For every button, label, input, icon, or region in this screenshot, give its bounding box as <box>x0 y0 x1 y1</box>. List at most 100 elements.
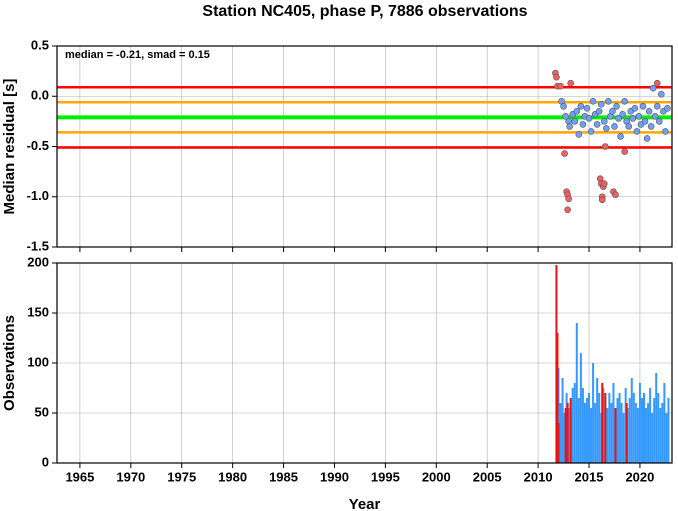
y-tick-label: 0.0 <box>31 88 49 103</box>
point <box>625 123 633 130</box>
point <box>600 118 608 125</box>
bar <box>626 408 629 463</box>
y-tick-label: 50 <box>35 404 49 419</box>
bar <box>638 383 641 463</box>
point <box>603 125 610 132</box>
bar <box>663 383 666 463</box>
point <box>645 108 653 115</box>
bar <box>612 383 615 463</box>
bar <box>647 403 650 463</box>
x-tick-label: 1980 <box>218 469 247 484</box>
bar <box>563 413 566 463</box>
bar <box>573 383 576 463</box>
bar <box>585 398 588 463</box>
point <box>564 206 571 214</box>
bar <box>601 383 604 463</box>
point <box>655 118 663 125</box>
bar <box>565 393 568 463</box>
bar <box>616 398 619 463</box>
point <box>641 118 649 125</box>
bar <box>557 368 560 463</box>
point <box>557 82 564 90</box>
bar <box>581 388 584 463</box>
point <box>647 123 655 130</box>
bar <box>618 393 621 463</box>
bar <box>556 333 559 463</box>
point <box>593 121 601 128</box>
bar <box>622 413 625 463</box>
y-tick-label: -1.5 <box>27 238 49 253</box>
point <box>615 115 622 122</box>
point <box>585 115 593 122</box>
point <box>664 105 671 112</box>
bar <box>594 403 597 463</box>
x-axis-label: Year <box>349 496 381 511</box>
point <box>583 105 591 112</box>
bar <box>604 393 607 463</box>
bar <box>630 378 633 463</box>
point <box>560 103 567 110</box>
bar <box>620 403 623 463</box>
frame <box>56 45 673 248</box>
bar <box>561 378 564 463</box>
bar <box>567 408 570 463</box>
bar <box>606 408 609 463</box>
bar <box>583 403 586 463</box>
bar <box>634 403 637 463</box>
point <box>633 128 641 135</box>
x-tick-label: 2000 <box>422 469 451 484</box>
bar <box>642 393 645 463</box>
bar <box>636 408 639 463</box>
bar <box>571 388 574 463</box>
point <box>573 108 581 115</box>
bar <box>569 398 572 463</box>
point <box>612 191 619 199</box>
bar <box>557 423 560 463</box>
x-tick-label: 2005 <box>473 469 502 484</box>
bar <box>555 265 558 463</box>
bar <box>628 398 631 463</box>
bar <box>651 413 654 463</box>
y-tick-label: 0.5 <box>31 37 49 52</box>
point <box>587 128 595 135</box>
bar <box>566 403 569 463</box>
bar <box>624 388 627 463</box>
y-axis-label: Median residual [s] <box>1 79 18 215</box>
y-tick-label: -1.0 <box>27 188 49 203</box>
point <box>567 79 574 87</box>
bar <box>598 393 601 463</box>
bar <box>610 403 613 463</box>
point <box>619 111 626 118</box>
point <box>602 143 609 150</box>
x-tick-label: 1990 <box>320 469 349 484</box>
point <box>600 180 608 187</box>
point <box>571 118 579 125</box>
bar <box>667 398 670 463</box>
bar <box>659 408 662 463</box>
bar <box>661 403 664 463</box>
x-tick-label: 2020 <box>625 469 654 484</box>
point <box>658 90 665 98</box>
point <box>566 123 573 130</box>
annotation: median = -0.21, smad = 0.15 <box>65 49 210 61</box>
point <box>631 105 639 112</box>
bar <box>559 403 562 463</box>
point <box>621 148 628 155</box>
point <box>589 97 597 105</box>
bar <box>588 393 591 463</box>
point <box>613 103 620 110</box>
bar <box>590 408 593 463</box>
bar <box>614 408 617 463</box>
bar <box>575 323 578 463</box>
point <box>561 150 568 157</box>
x-tick-label: 1965 <box>65 469 94 484</box>
x-tick-label: 1970 <box>116 469 145 484</box>
point <box>565 195 572 203</box>
point <box>575 131 583 138</box>
x-tick-label: 2010 <box>524 469 553 484</box>
point <box>562 113 569 120</box>
point <box>598 196 606 204</box>
bar <box>600 413 603 463</box>
point <box>579 121 587 128</box>
